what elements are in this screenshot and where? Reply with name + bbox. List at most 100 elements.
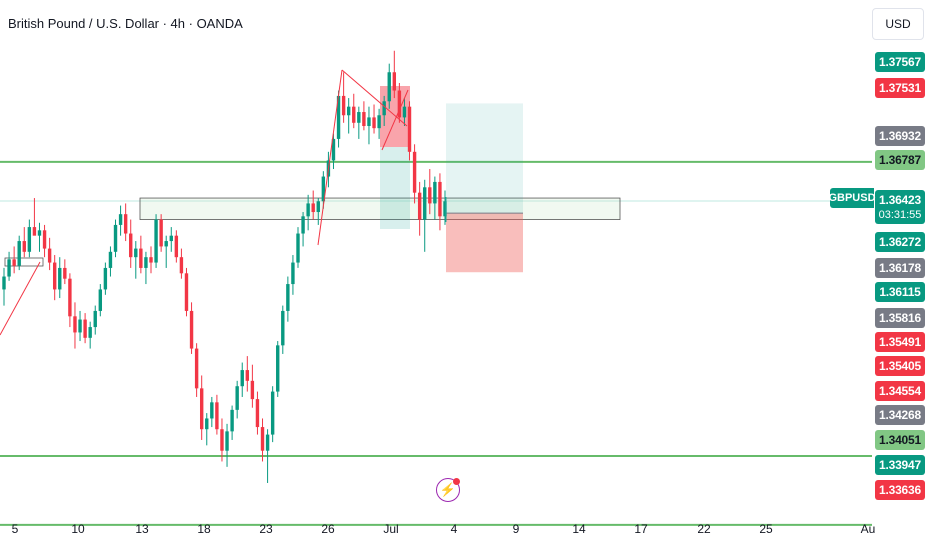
price-label: 1.36787 bbox=[875, 150, 925, 170]
candle-body bbox=[129, 233, 133, 258]
candle bbox=[265, 429, 270, 483]
time-axis-label: 25 bbox=[759, 522, 773, 536]
candle bbox=[215, 394, 219, 435]
price-label: 1.36423 bbox=[875, 190, 925, 210]
candle-body bbox=[179, 257, 184, 274]
candle-body bbox=[52, 262, 57, 290]
candle bbox=[377, 108, 381, 139]
price-label: 1.33636 bbox=[875, 480, 925, 500]
candle bbox=[93, 305, 97, 335]
candle-body bbox=[7, 259, 11, 277]
candles-layer bbox=[2, 50, 447, 483]
candle bbox=[357, 106, 361, 139]
candle bbox=[154, 214, 158, 268]
candle-body bbox=[78, 319, 82, 333]
candle bbox=[32, 198, 37, 236]
candle bbox=[382, 95, 386, 127]
candle bbox=[52, 255, 57, 301]
candle bbox=[230, 405, 234, 440]
candle-body bbox=[250, 380, 255, 400]
candle bbox=[240, 362, 244, 397]
price-label: 1.36178 bbox=[875, 258, 925, 278]
candle-body bbox=[270, 391, 275, 435]
chart-title: British Pound / U.S. Dollar · 4h · OANDA bbox=[8, 16, 243, 31]
candle-body bbox=[47, 248, 52, 263]
candle bbox=[159, 214, 163, 252]
candle-body bbox=[255, 399, 260, 428]
candle-body bbox=[240, 370, 244, 387]
candle bbox=[139, 235, 143, 274]
candle-body bbox=[433, 181, 437, 204]
candle bbox=[118, 205, 123, 236]
candle bbox=[306, 194, 310, 231]
candle bbox=[189, 302, 194, 354]
trendline-rise bbox=[317, 69, 343, 246]
candle bbox=[331, 133, 336, 170]
time-axis-label: 4 bbox=[450, 522, 458, 536]
candle bbox=[352, 93, 356, 129]
candle bbox=[164, 235, 168, 268]
candle-body bbox=[316, 201, 320, 213]
candle bbox=[149, 246, 153, 274]
candle-body bbox=[37, 230, 42, 236]
candle bbox=[37, 222, 42, 252]
candle bbox=[169, 227, 173, 252]
candle-body bbox=[357, 112, 361, 123]
candle bbox=[276, 341, 280, 397]
time-axis-label: 26 bbox=[321, 522, 335, 536]
candle bbox=[22, 227, 26, 258]
candle-body bbox=[164, 241, 168, 247]
candle-body bbox=[443, 201, 447, 217]
price-label: 1.37531 bbox=[875, 78, 925, 98]
candle bbox=[417, 181, 422, 236]
candle-body bbox=[367, 117, 371, 127]
candle bbox=[286, 276, 290, 322]
price-label: 1.34554 bbox=[875, 381, 925, 401]
candle bbox=[336, 90, 341, 148]
candle-body bbox=[245, 370, 250, 381]
candle-body bbox=[423, 187, 427, 220]
candle-body bbox=[73, 316, 77, 333]
candle-body bbox=[260, 427, 265, 451]
candle bbox=[341, 72, 346, 123]
candle bbox=[301, 212, 305, 247]
candle bbox=[134, 241, 138, 279]
candle bbox=[412, 144, 417, 204]
candle bbox=[27, 219, 32, 258]
candle bbox=[113, 219, 118, 258]
candle bbox=[129, 219, 133, 268]
price-label: 1.34268 bbox=[875, 405, 925, 425]
candle-body bbox=[382, 101, 386, 116]
price-label: 1.33947 bbox=[875, 455, 925, 475]
candle bbox=[63, 259, 67, 285]
candle bbox=[98, 284, 103, 317]
candle bbox=[296, 227, 300, 268]
candle-body bbox=[83, 319, 87, 338]
lightning-event-icon[interactable]: ⚡ bbox=[436, 478, 460, 502]
candle-body bbox=[331, 138, 336, 161]
candle-body bbox=[341, 95, 346, 116]
candle bbox=[12, 246, 16, 274]
candle-body bbox=[98, 289, 103, 311]
candle-body bbox=[397, 90, 402, 118]
candle bbox=[210, 396, 214, 428]
candle-body bbox=[336, 95, 341, 139]
candle-body bbox=[27, 227, 32, 252]
candle bbox=[88, 321, 92, 349]
candle bbox=[144, 251, 148, 285]
candle-body bbox=[296, 233, 300, 263]
candle-body bbox=[2, 276, 6, 290]
candle bbox=[58, 257, 62, 299]
candle-body bbox=[225, 431, 229, 451]
candle bbox=[387, 63, 391, 109]
candle-body bbox=[149, 257, 153, 263]
candle-body bbox=[346, 106, 351, 116]
candle-body bbox=[372, 117, 376, 129]
candle-body bbox=[428, 187, 432, 204]
candle-body bbox=[139, 248, 143, 268]
candle-body bbox=[123, 214, 128, 234]
trendlines-layer bbox=[0, 69, 447, 336]
time-axis-label: 14 bbox=[572, 522, 586, 536]
currency-button[interactable]: USD bbox=[872, 8, 924, 40]
